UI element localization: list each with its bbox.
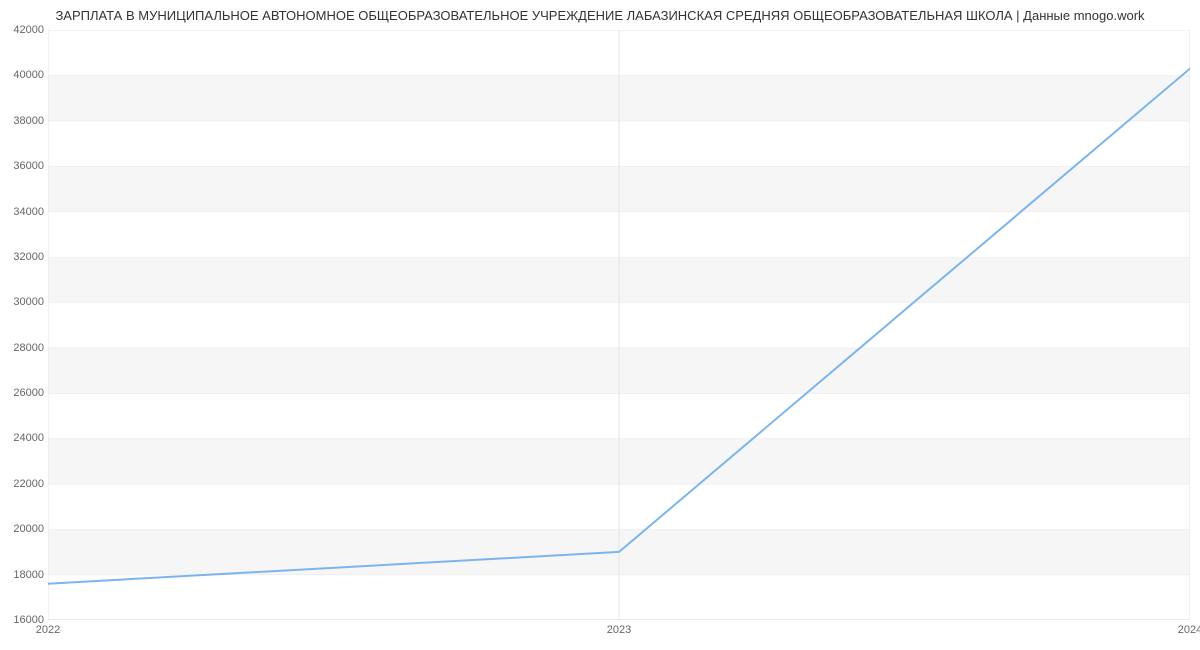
y-tick-label: 26000 [4, 387, 44, 399]
plot-area [48, 30, 1190, 620]
x-tick-label: 2023 [607, 624, 631, 636]
y-tick-label: 42000 [4, 24, 44, 36]
y-tick-label: 38000 [4, 115, 44, 127]
y-tick-label: 30000 [4, 296, 44, 308]
salary-line-chart: ЗАРПЛАТА В МУНИЦИПАЛЬНОЕ АВТОНОМНОЕ ОБЩЕ… [0, 0, 1200, 650]
y-tick-label: 36000 [4, 160, 44, 172]
x-tick-label: 2022 [36, 624, 60, 636]
y-tick-label: 22000 [4, 478, 44, 490]
y-tick-label: 32000 [4, 251, 44, 263]
y-tick-label: 28000 [4, 342, 44, 354]
y-tick-label: 34000 [4, 206, 44, 218]
y-tick-label: 40000 [4, 69, 44, 81]
y-tick-label: 20000 [4, 523, 44, 535]
x-tick-label: 2024 [1178, 624, 1200, 636]
y-tick-label: 18000 [4, 569, 44, 581]
y-tick-label: 24000 [4, 432, 44, 444]
chart-title: ЗАРПЛАТА В МУНИЦИПАЛЬНОЕ АВТОНОМНОЕ ОБЩЕ… [0, 8, 1200, 23]
